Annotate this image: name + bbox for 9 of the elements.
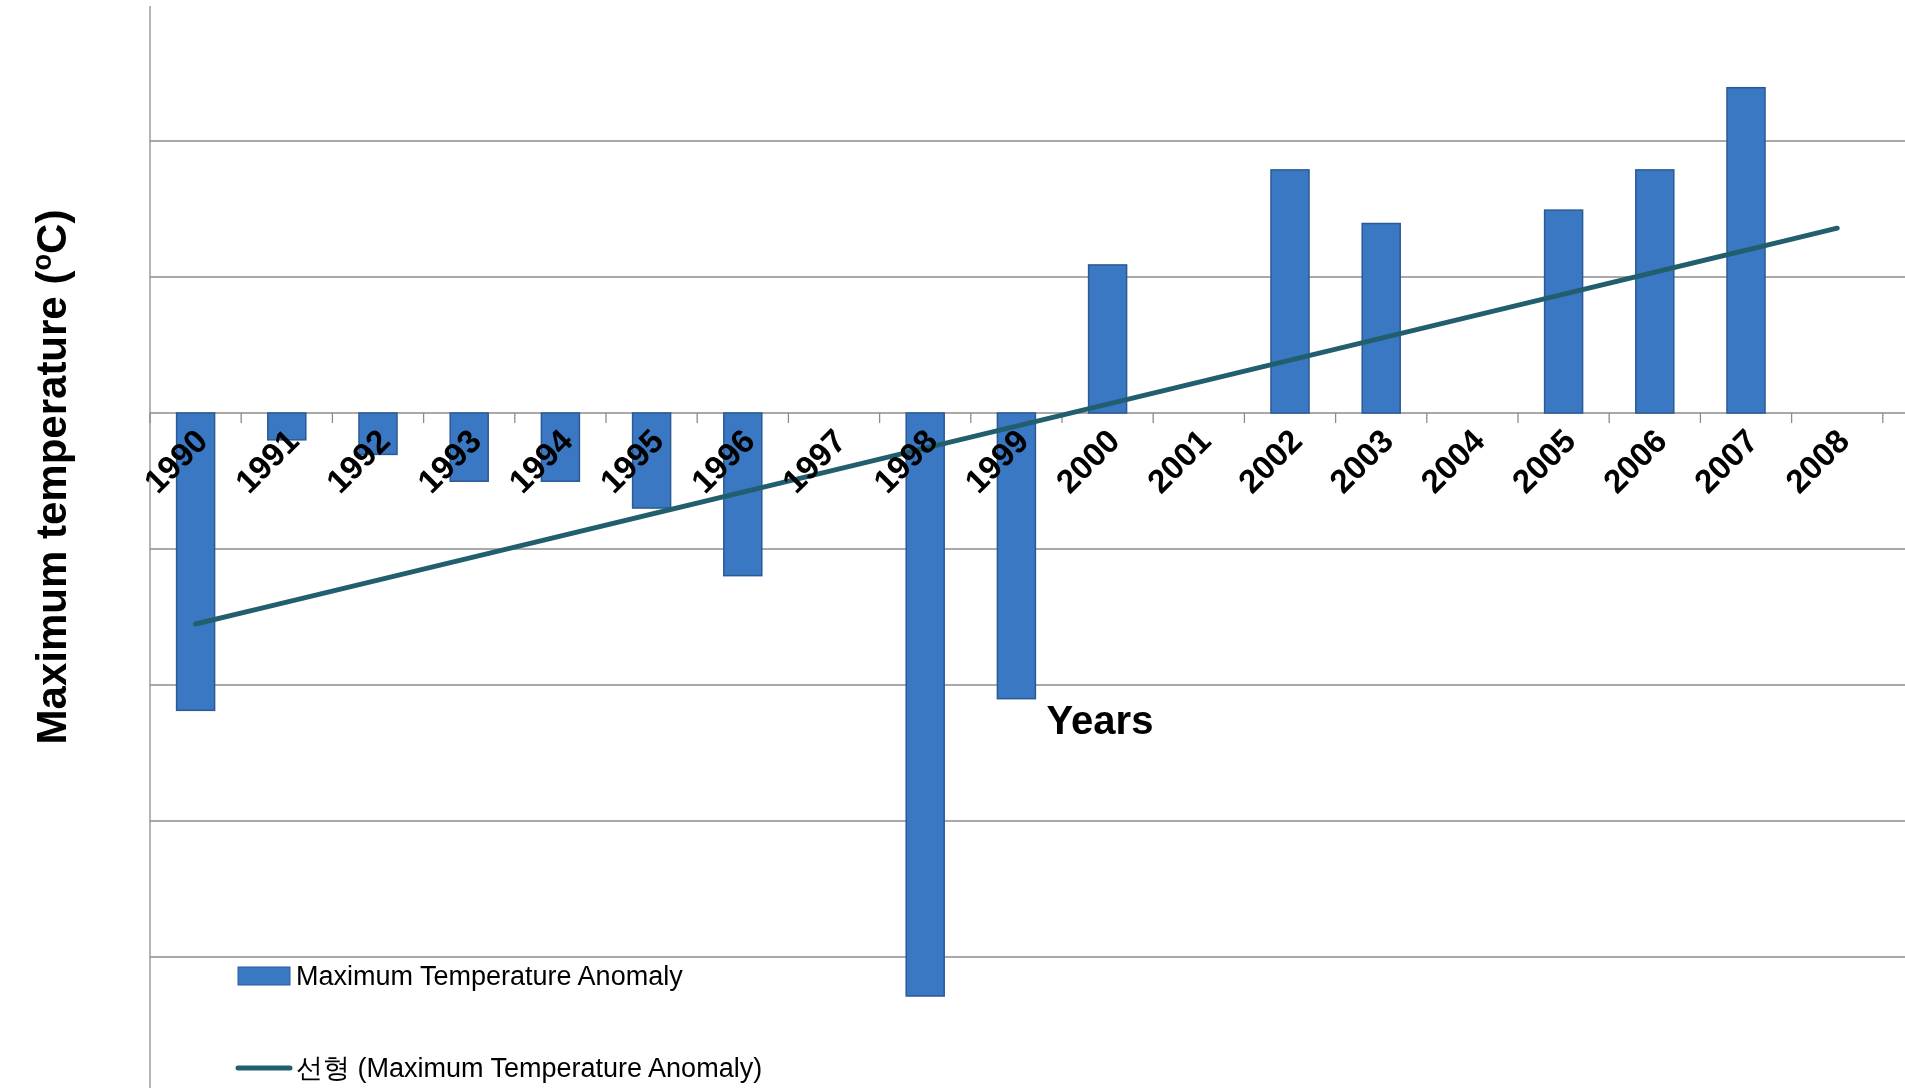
bar [1543,209,1584,414]
legend-label: Maximum Temperature Anomaly [296,961,684,991]
legend-label: 선형 (Maximum Temperature Anomaly) [296,1053,763,1083]
x-axis-title: Years [1046,698,1154,742]
bar [1087,264,1128,414]
bar [1270,169,1310,414]
bar [1361,222,1401,414]
bar [1726,86,1766,414]
bar [1635,169,1675,414]
